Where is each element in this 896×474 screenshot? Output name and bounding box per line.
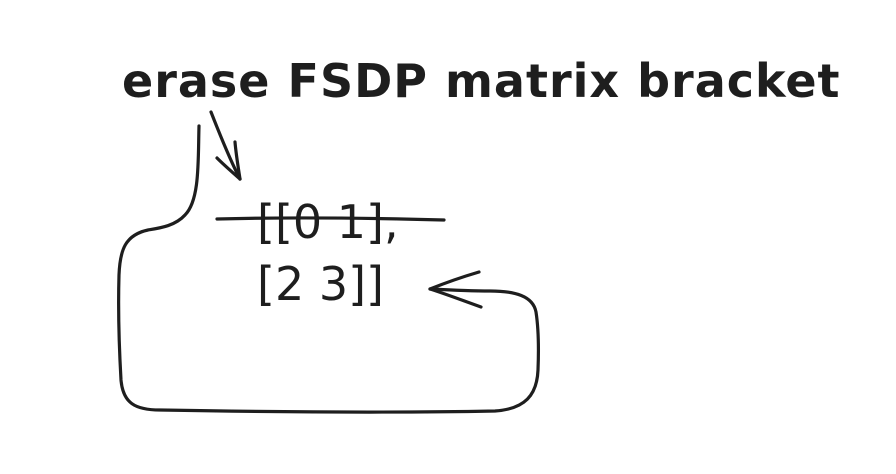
loop-arrow-head-upper bbox=[430, 272, 479, 289]
title-arrow bbox=[211, 112, 240, 179]
matrix-row-1: [[0 1], bbox=[257, 195, 399, 249]
matrix-row-2: [2 3]] bbox=[257, 257, 384, 311]
annotation-title: erase FSDP matrix bracket bbox=[122, 54, 841, 108]
